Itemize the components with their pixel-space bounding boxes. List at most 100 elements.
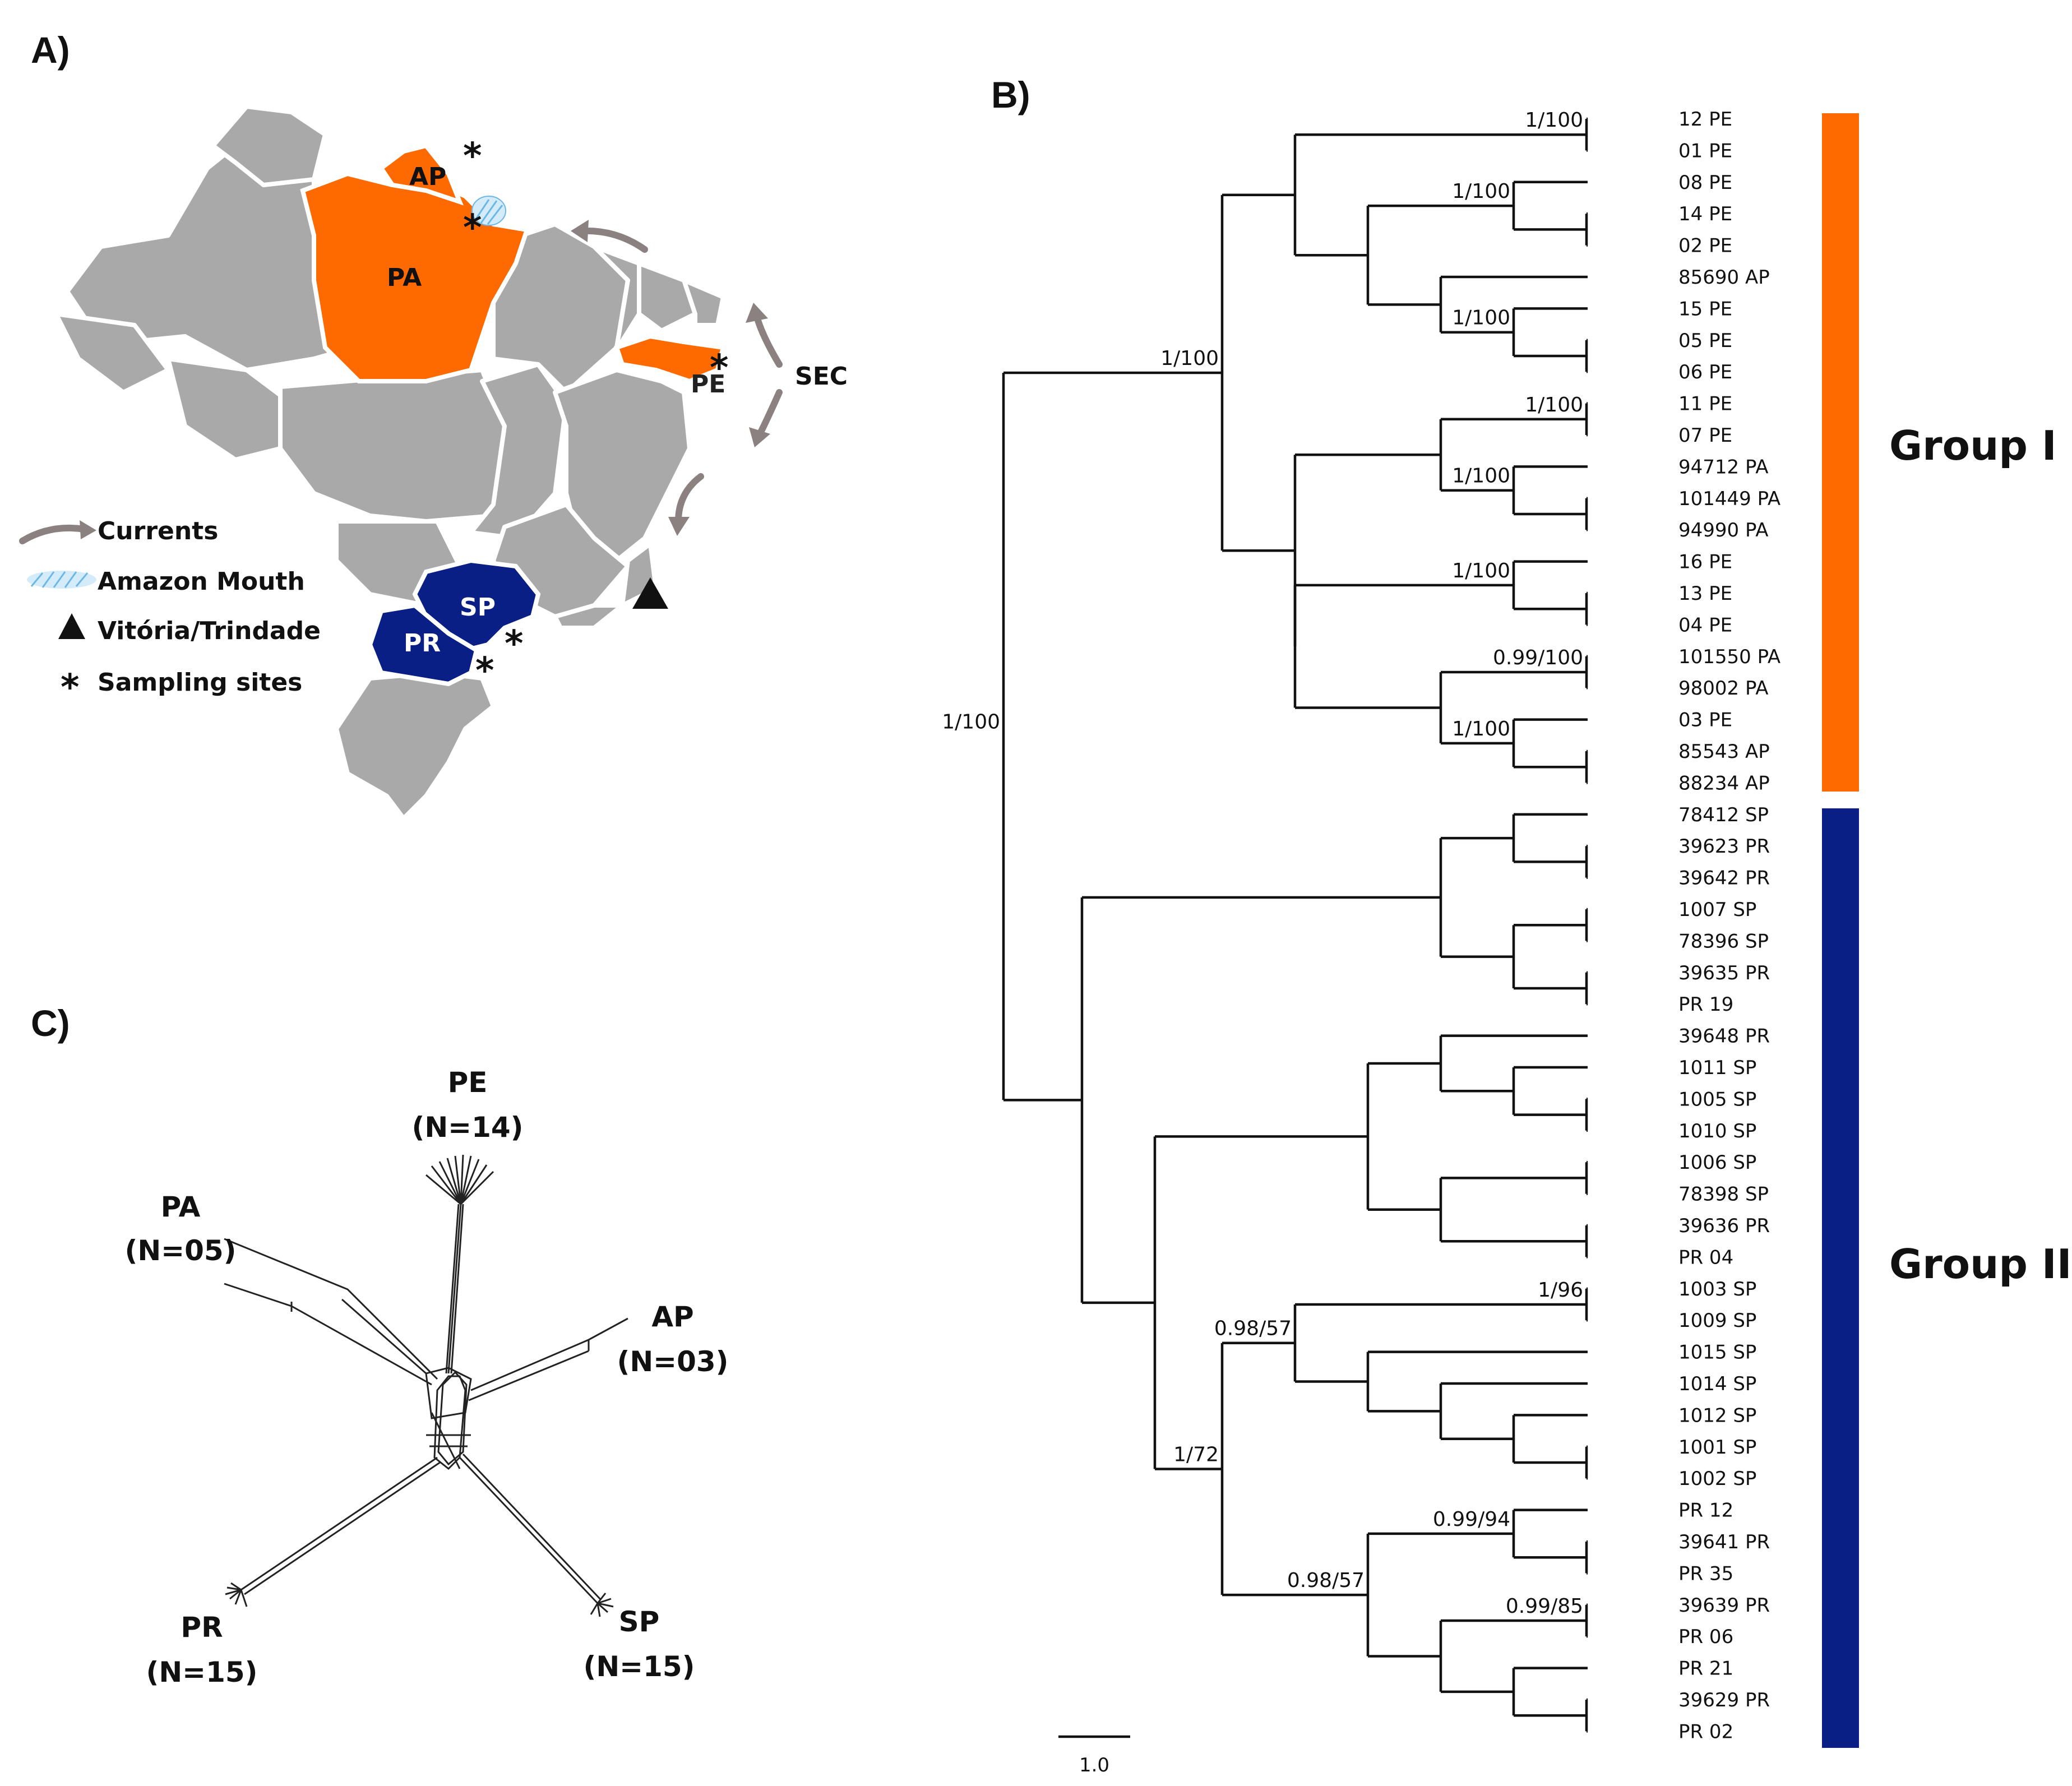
- tree-tip-label: 98002 PA: [1678, 677, 1769, 700]
- tree-tip-label: 04 PE: [1678, 614, 1732, 636]
- map-region-roraima: [211, 104, 327, 187]
- tree-tip-label: 1006 SP: [1678, 1151, 1756, 1174]
- network-count-pr: (N=15): [146, 1656, 257, 1688]
- support-value: 1/100: [1160, 347, 1219, 370]
- network-branch-pr: [225, 1456, 441, 1607]
- tree-tip-label: PR 21: [1678, 1658, 1733, 1680]
- tree-tip-label: 39629 PR: [1678, 1689, 1770, 1711]
- current-arrows: [571, 220, 783, 536]
- map-legend: Currents Amazon Mouth Vitória/Trindade *…: [19, 517, 321, 709]
- tree-tip-label: 16 PE: [1678, 551, 1732, 573]
- brazil-map: AP PA PE SP PR * * * * *: [54, 104, 848, 821]
- map-region-mato-grosso: [278, 368, 507, 524]
- panel-label-c: C): [31, 1002, 70, 1044]
- amazon-mouth-hatch: [471, 196, 506, 226]
- tree-tip-label: 39639 PR: [1678, 1594, 1770, 1617]
- tree-tip-label: PR 12: [1678, 1500, 1733, 1522]
- panel-c: C): [31, 1002, 729, 1688]
- support-value: 0.98/57: [1287, 1569, 1365, 1592]
- tree-tip-label: 14 PE: [1678, 203, 1732, 225]
- map-region-maranhao: [491, 222, 630, 395]
- tree-tip-label: 1014 SP: [1678, 1373, 1756, 1395]
- support-value: 1/100: [1452, 718, 1510, 741]
- tree-tip-label: PR 04: [1678, 1246, 1733, 1269]
- group-i-label: Group I: [1889, 422, 2057, 469]
- tree-tip-label: 39635 PR: [1678, 962, 1770, 984]
- tree-tip-label: 08 PE: [1678, 172, 1732, 194]
- tree-tip-label: 39642 PR: [1678, 867, 1770, 890]
- network-branch-sp: [459, 1453, 614, 1617]
- tree-tip-label: 1010 SP: [1678, 1120, 1756, 1142]
- tree-tip-label: 1002 SP: [1678, 1468, 1756, 1490]
- panel-a: A): [19, 29, 848, 821]
- tree-tip-label: 11 PE: [1678, 393, 1732, 415]
- tree-tip-label: 39648 PR: [1678, 1025, 1770, 1048]
- tree-tip-label: 94712 PA: [1678, 456, 1769, 478]
- state-label-pe: PE: [691, 370, 725, 399]
- legend-label-sampling: Sampling sites: [98, 668, 302, 697]
- haplotype-network: PE (N=14) PA (N=05) AP (N=03) PR (N=15) …: [124, 1066, 728, 1688]
- tree-tip-label: PR 06: [1678, 1626, 1733, 1648]
- network-count-pe: (N=14): [411, 1111, 523, 1144]
- tree-tip-label: 01 PE: [1678, 140, 1732, 162]
- tree-tip-label: 1009 SP: [1678, 1310, 1756, 1332]
- vitoria-trindade-triangle-icon: [632, 577, 668, 609]
- map-region-rj: [553, 603, 625, 630]
- phylogenetic-tree: [1002, 117, 1588, 1733]
- support-value: 1/100: [942, 711, 1000, 734]
- panel-label-a: A): [31, 29, 70, 71]
- support-value: 1/96: [1538, 1279, 1583, 1302]
- tree-tip-label: 07 PE: [1678, 424, 1732, 447]
- tree-tip-label: 02 PE: [1678, 235, 1732, 257]
- tree-tip-label: 06 PE: [1678, 361, 1732, 383]
- tree-tip-labels: 12 PE 01 PE 08 PE 14 PE 02 PE 85690 AP 15 PE 05…: [1678, 108, 1780, 1743]
- state-label-pr: PR: [404, 629, 441, 658]
- tree-tip-label: 03 PE: [1678, 709, 1732, 732]
- tree-tip-label: 78412 SP: [1678, 804, 1769, 826]
- tree-tip-label: 12 PE: [1678, 108, 1732, 131]
- curved-arrow-icon: [19, 524, 87, 544]
- tree-tip-label: 1007 SP: [1678, 899, 1756, 921]
- sampling-site-asterisk: *: [463, 136, 482, 177]
- network-label-pa: PA: [161, 1191, 201, 1223]
- map-region-south: [334, 670, 496, 821]
- sampling-site-asterisk: *: [463, 207, 482, 249]
- network-count-ap: (N=03): [617, 1345, 728, 1378]
- support-value: 1/100: [1452, 180, 1510, 203]
- tree-tip-label: 1005 SP: [1678, 1088, 1756, 1111]
- triangle-icon: [58, 613, 85, 639]
- tree-tip-label: 78398 SP: [1678, 1183, 1769, 1206]
- tree-tip-label: 13 PE: [1678, 582, 1732, 605]
- panel-b: B) 12 PE 01 PE 08 PE 14 PE 02 PE 85690 AP 15 P…: [942, 74, 2071, 1776]
- tree-tip-label: 88234 AP: [1678, 772, 1770, 794]
- support-value: 1/100: [1452, 307, 1510, 330]
- support-value: 1/72: [1173, 1443, 1219, 1466]
- network-branch-pe: [425, 1154, 494, 1374]
- tree-tip-label: 1001 SP: [1678, 1436, 1756, 1459]
- hatch-icon: [27, 571, 96, 589]
- tree-tip-label: 05 PE: [1678, 330, 1732, 352]
- map-region-acre: [54, 312, 170, 395]
- panel-label-b: B): [991, 74, 1030, 115]
- tree-tip-label: 39636 PR: [1678, 1215, 1770, 1237]
- support-value: 1/100: [1452, 465, 1510, 488]
- tree-tip-label: 39641 PR: [1678, 1531, 1770, 1553]
- tree-tip-label: 78396 SP: [1678, 930, 1769, 952]
- network-label-sp: SP: [619, 1605, 660, 1638]
- tree-tip-label: 1003 SP: [1678, 1278, 1756, 1301]
- tree-tip-label: 85690 AP: [1678, 266, 1770, 289]
- tree-tip-label: 39623 PR: [1678, 835, 1770, 858]
- network-label-pr: PR: [181, 1611, 223, 1644]
- tree-tip-label: PR 19: [1678, 993, 1733, 1016]
- map-region-ceara: [637, 261, 697, 333]
- support-value: 0.99/94: [1433, 1508, 1510, 1531]
- support-value: 1/100: [1452, 559, 1510, 582]
- map-region-bahia: [553, 368, 692, 563]
- tree-support-labels: 1/100 1/100 1/100 1/100 1/100 1/100 0.99/100 1/…: [942, 109, 1583, 1618]
- support-value: 0.98/57: [1214, 1317, 1292, 1340]
- group-ii-label: Group II: [1889, 1241, 2072, 1288]
- network-label-pe: PE: [448, 1066, 488, 1099]
- legend-label-amazon-mouth: Amazon Mouth: [98, 567, 305, 596]
- tree-tip-label: 101550 PA: [1678, 646, 1780, 668]
- sampling-site-asterisk: *: [505, 623, 523, 665]
